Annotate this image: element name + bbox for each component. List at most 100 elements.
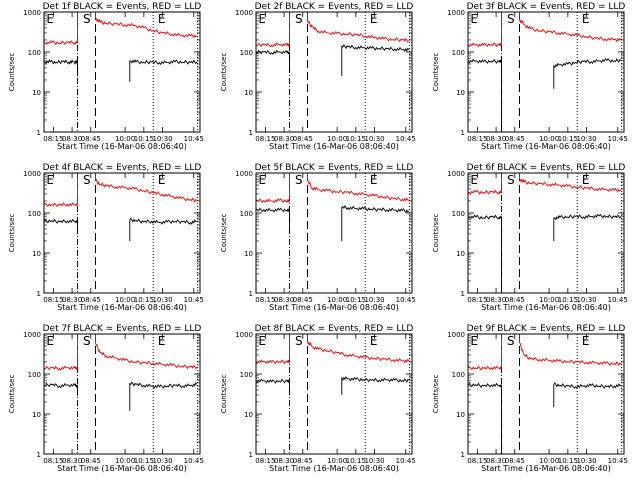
y-tick-label: 1000 — [23, 9, 41, 17]
y-tick-label: 10 — [32, 89, 41, 97]
panel-title: Det 9f BLACK = Events, RED = LLD — [467, 324, 626, 334]
event-marker: E — [46, 173, 54, 187]
x-tick-label: 10:30 — [364, 296, 384, 304]
lld-series-line — [43, 173, 78, 208]
x-tick-label: 10:00 — [327, 135, 347, 143]
panel-title: Det 4f BLACK = Events, RED = LLD — [43, 163, 202, 173]
lld-series-line — [95, 334, 198, 370]
events-series-line — [43, 382, 78, 397]
event-marker: S — [507, 173, 515, 187]
x-tick-label: 08:45 — [505, 457, 525, 465]
events-series-line — [553, 382, 621, 407]
y-tick-label: 100 — [240, 210, 253, 218]
x-tick-label: 10:00 — [115, 135, 135, 143]
x-tick-label: 08:45 — [505, 135, 525, 143]
event-marker: E — [370, 334, 378, 348]
event-marker: E — [258, 334, 266, 348]
lld-series-line — [307, 334, 410, 364]
x-tick-label: 08:30 — [486, 457, 506, 465]
x-axis-label: Start Time (16-Mar-06 08:06:40) — [269, 142, 399, 151]
x-axis-label: Start Time (16-Mar-06 08:06:40) — [57, 464, 187, 473]
x-tick-label: 10:00 — [115, 296, 135, 304]
x-tick-label: 08:30 — [274, 457, 294, 465]
x-axis-label: Start Time (16-Mar-06 08:06:40) — [481, 303, 611, 312]
panel-title: Det 6f BLACK = Events, RED = LLD — [467, 163, 626, 173]
y-tick-label: 1 — [461, 129, 465, 137]
x-tick-label: 08:45 — [293, 296, 313, 304]
lld-series-line — [519, 173, 622, 193]
y-tick-label: 1 — [37, 451, 41, 459]
event-marker: E — [582, 334, 590, 348]
events-series-line — [43, 59, 78, 77]
events-series-line — [43, 218, 78, 232]
x-tick-label: 10:30 — [576, 457, 596, 465]
x-tick-label: 08:30 — [62, 457, 82, 465]
event-marker: S — [83, 173, 91, 187]
lld-series-line — [43, 12, 78, 46]
x-tick-label: 08:45 — [81, 296, 101, 304]
y-axis-label: Counts/sec — [220, 53, 228, 92]
lld-series-line — [255, 334, 290, 365]
event-marker: S — [507, 334, 515, 348]
event-marker: E — [470, 173, 478, 187]
event-marker: S — [295, 12, 303, 26]
x-tick-label: 08:30 — [274, 296, 294, 304]
events-series-line — [255, 378, 290, 393]
x-tick-label: 08:30 — [486, 296, 506, 304]
lld-series-line — [519, 334, 622, 367]
event-marker: E — [582, 12, 590, 26]
y-tick-label: 10 — [456, 411, 465, 419]
plot-frame — [467, 11, 625, 133]
x-tick-label: 08:45 — [293, 135, 313, 143]
events-series-line — [553, 213, 622, 241]
x-tick-label: 10:30 — [364, 457, 384, 465]
x-tick-label: 10:30 — [576, 135, 596, 143]
x-axis-label: Start Time (16-Mar-06 08:06:40) — [481, 464, 611, 473]
x-tick-label: 10:15 — [134, 296, 154, 304]
x-tick-label: 10:45 — [396, 135, 416, 143]
events-series-line — [467, 214, 502, 293]
y-tick-label: 1000 — [447, 331, 465, 339]
x-tick-label: 10:00 — [539, 457, 559, 465]
x-tick-label: 08:30 — [62, 135, 82, 143]
lld-series-line — [95, 12, 198, 39]
events-series-line — [467, 58, 502, 132]
y-tick-label: 1 — [249, 451, 253, 459]
event-marker: E — [370, 173, 378, 187]
plot-frame — [255, 333, 413, 455]
x-tick-label: 10:15 — [558, 135, 578, 143]
x-tick-label: 08:15 — [255, 296, 275, 304]
lld-series-line — [467, 173, 502, 195]
y-tick-label: 10 — [456, 89, 465, 97]
x-tick-label: 10:45 — [184, 296, 204, 304]
events-series-line — [467, 382, 502, 454]
plot-frame — [467, 333, 625, 455]
detector-panel: Det 2f BLACK = Events, RED = LLD Counts/s… — [220, 2, 416, 151]
events-series-line — [129, 58, 198, 82]
x-tick-label: 08:45 — [81, 457, 101, 465]
x-tick-label: 10:00 — [327, 296, 347, 304]
x-tick-label: 10:15 — [134, 457, 154, 465]
y-tick-label: 1 — [461, 290, 465, 298]
y-tick-label: 1 — [249, 129, 253, 137]
x-tick-label: 10:15 — [558, 296, 578, 304]
event-marker: E — [258, 173, 266, 187]
x-axis-label: Start Time (16-Mar-06 08:06:40) — [269, 303, 399, 312]
y-tick-label: 1000 — [23, 331, 41, 339]
detector-panel: Det 5f BLACK = Events, RED = LLD Counts/s… — [220, 163, 416, 312]
y-tick-label: 10 — [244, 411, 253, 419]
plot-frame — [467, 172, 625, 294]
detector-panel: Det 8f BLACK = Events, RED = LLD Counts/s… — [220, 324, 416, 473]
y-axis-label: Counts/sec — [432, 214, 440, 253]
panel-title: Det 1f BLACK = Events, RED = LLD — [43, 2, 202, 12]
event-marker: E — [470, 12, 478, 26]
event-marker: E — [46, 334, 54, 348]
lld-series-line — [255, 173, 290, 204]
y-tick-label: 100 — [28, 371, 41, 379]
lld-series-line — [519, 12, 622, 43]
y-axis-label: Counts/sec — [8, 375, 16, 414]
event-marker: E — [258, 12, 266, 26]
x-tick-label: 08:15 — [43, 296, 63, 304]
event-marker: S — [295, 173, 303, 187]
lld-series-line — [255, 12, 290, 48]
